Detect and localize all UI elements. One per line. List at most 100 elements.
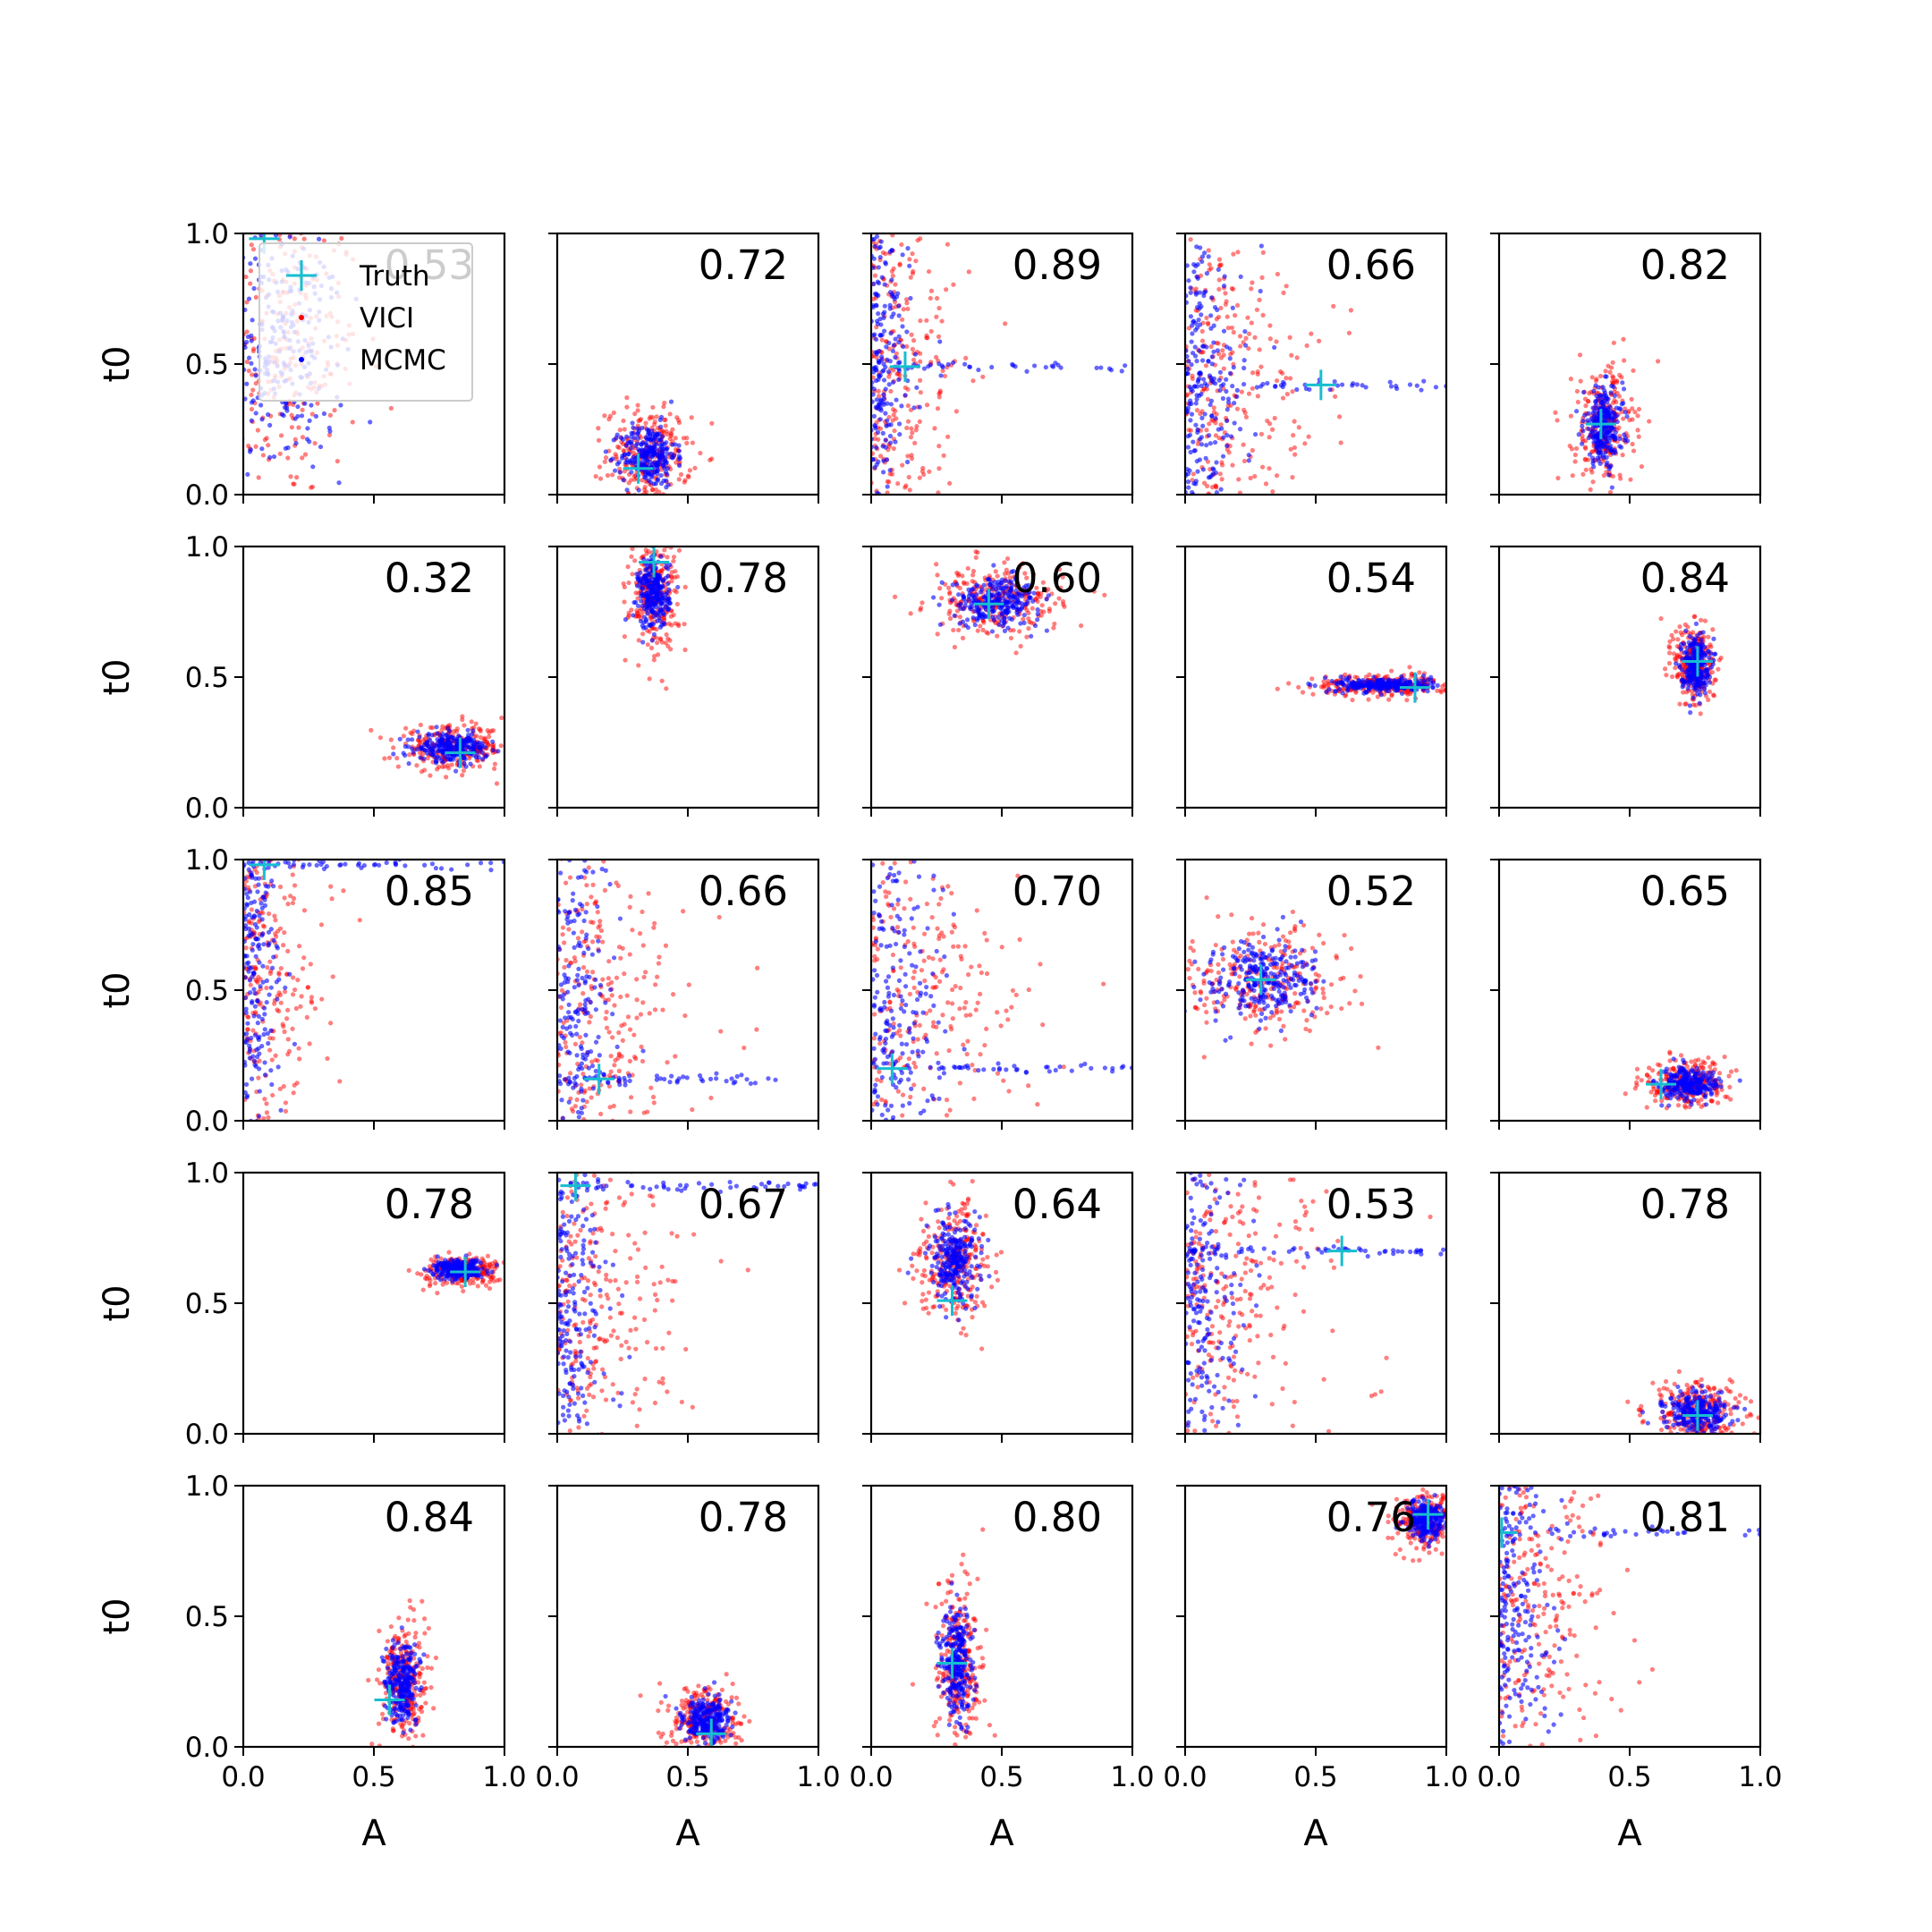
mcmc-point [950, 582, 955, 588]
vici-point [403, 725, 409, 731]
mcmc-point [1230, 383, 1235, 389]
vici-point [1038, 594, 1043, 599]
mcmc-point [391, 751, 396, 757]
vici-point [1607, 499, 1612, 504]
mcmc-point [273, 233, 279, 238]
mcmc-point [1035, 611, 1040, 616]
vici-point [1338, 440, 1343, 445]
mcmc-point [1273, 383, 1278, 389]
vici-point [880, 145, 885, 149]
overlap-value: 0.66 [1326, 242, 1416, 289]
vici-point [655, 640, 660, 646]
vici-point [1417, 670, 1422, 675]
subplot-8: 0.60 [862, 545, 1134, 817]
mcmc-point [233, 258, 238, 263]
vici-point [249, 242, 254, 248]
vici-point [1299, 538, 1303, 543]
vici-point [1213, 433, 1219, 438]
mcmc-point [1000, 607, 1005, 614]
mcmc-point [1188, 285, 1193, 291]
vici-point [1199, 338, 1206, 343]
vici-point [872, 273, 878, 278]
vici-point [451, 728, 457, 734]
mcmc-point [872, 424, 877, 429]
vici-point [1211, 405, 1216, 411]
vici-point [1326, 682, 1331, 688]
mcmc-point [894, 225, 899, 230]
mcmc-point [647, 571, 652, 576]
vici-point [951, 282, 956, 287]
mcmc-point [313, 413, 318, 419]
mcmc-point [243, 396, 248, 402]
mcmc-point [996, 591, 1003, 597]
vici-point [899, 204, 903, 208]
vici-point [1302, 502, 1307, 506]
mcmc-point [961, 596, 966, 602]
mcmc-point [1199, 312, 1204, 318]
vici-point [253, 294, 258, 301]
vici-point [669, 431, 674, 436]
vici-point [648, 414, 653, 419]
vici-point [970, 378, 976, 384]
mcmc-point [1024, 369, 1030, 374]
vici-point [1669, 674, 1675, 680]
y-axis-label: t0 [97, 345, 138, 382]
vici-point [300, 407, 305, 412]
vici-point [1450, 687, 1454, 691]
mcmc-point [645, 458, 650, 463]
mcmc-point [318, 444, 324, 450]
vici-point [651, 526, 656, 530]
mcmc-point [1013, 575, 1018, 580]
mcmc-point [246, 296, 252, 301]
vici-point [1213, 195, 1217, 199]
vici-point [1239, 389, 1244, 394]
mcmc-point [874, 292, 879, 297]
vici-point [667, 411, 673, 417]
mcmc-point [490, 739, 496, 744]
vici-point [1288, 446, 1293, 452]
mcmc-point [1617, 436, 1623, 442]
mcmc-point [277, 225, 282, 229]
mcmc-point [1211, 349, 1216, 354]
mcmc-point [285, 445, 291, 451]
vici-point [1588, 487, 1593, 492]
mcmc-point [474, 750, 479, 756]
mcmc-point [650, 622, 657, 627]
mcmc-point [1621, 386, 1627, 392]
mcmc-point [891, 205, 895, 209]
mcmc-point [1613, 450, 1618, 455]
mcmc-point [1216, 267, 1221, 273]
mcmc-point [279, 411, 285, 417]
vici-point [1060, 574, 1065, 580]
mcmc-point [991, 608, 996, 614]
vici-point [661, 615, 666, 622]
mcmc-point [472, 740, 478, 745]
mcmc-point [1193, 263, 1199, 269]
mcmc-point [1591, 388, 1597, 394]
vici-point [1316, 338, 1322, 343]
vici-point [636, 663, 641, 668]
mcmc-point [439, 758, 445, 763]
mcmc-point [336, 480, 342, 486]
vici-point [462, 723, 467, 728]
vici-point [1245, 315, 1250, 320]
vici-point [220, 459, 225, 463]
mcmc-point [894, 225, 899, 230]
vici-point [1281, 290, 1286, 295]
y-tick-label: 1.0 [185, 218, 229, 250]
vici-point [659, 640, 665, 645]
vici-point [275, 216, 279, 221]
mcmc-point [1373, 682, 1378, 689]
mcmc-point [1186, 359, 1191, 364]
vici-point [1407, 665, 1412, 670]
mcmc-point [1252, 432, 1258, 437]
subplot-10-points [1658, 614, 1724, 716]
vici-point [889, 268, 894, 274]
vici-point [937, 390, 943, 395]
vici-point [220, 383, 225, 387]
mcmc-point [1597, 447, 1602, 453]
mcmc-point [1023, 601, 1029, 607]
mcmc-point [991, 563, 996, 568]
mcmc-point [1232, 401, 1237, 406]
vici-point [228, 400, 233, 404]
